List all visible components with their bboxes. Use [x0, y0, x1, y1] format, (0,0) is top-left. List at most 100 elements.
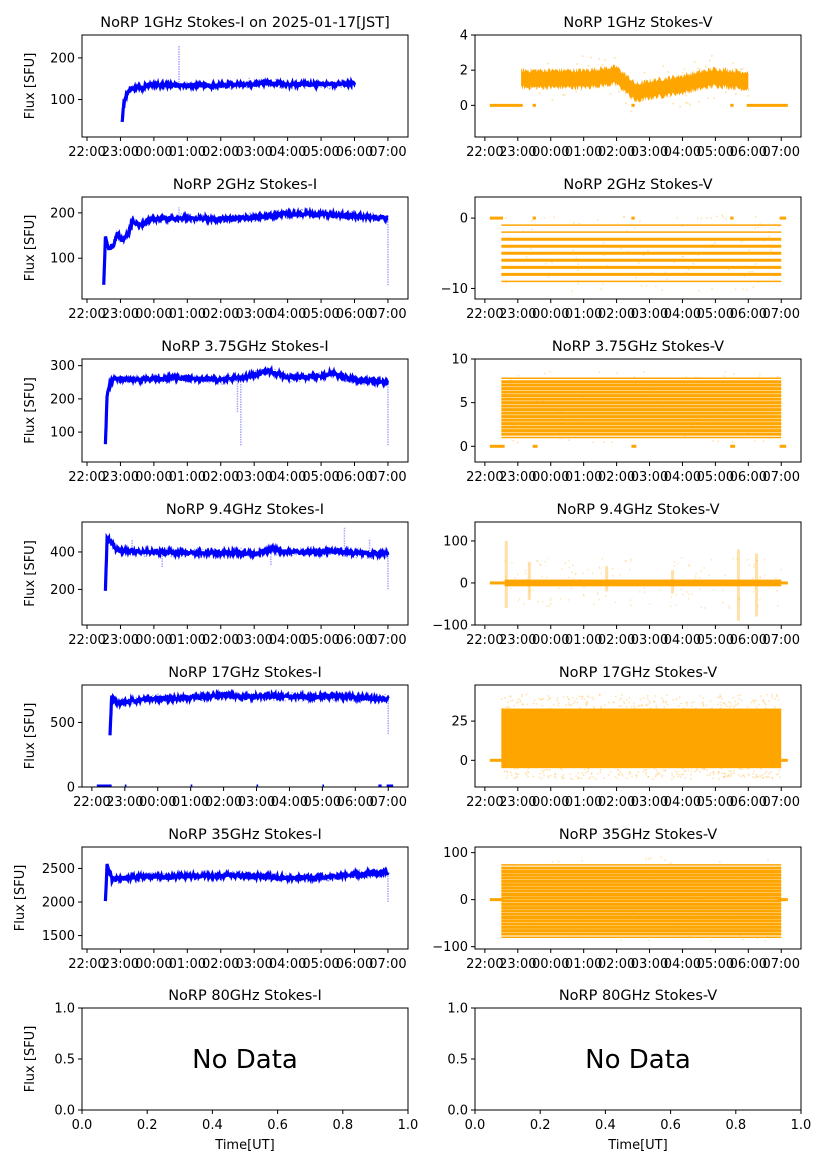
data-point [639, 698, 642, 701]
data-point [311, 699, 314, 702]
data-point [727, 398, 730, 401]
data-point [703, 768, 706, 770]
data-point [500, 698, 503, 701]
data-point [675, 698, 678, 701]
data-point [543, 774, 546, 777]
data-point [685, 271, 688, 274]
data-point [317, 549, 319, 551]
data-point [725, 217, 728, 220]
data-point [754, 263, 757, 265]
data-point [294, 209, 297, 211]
data-point [335, 84, 337, 87]
data-point [590, 773, 593, 776]
data-point [141, 377, 144, 380]
data-point [643, 586, 646, 589]
data-point [557, 860, 560, 863]
data-point [528, 589, 531, 592]
data-point [379, 382, 381, 384]
data-point [694, 575, 697, 578]
data-point [161, 874, 163, 876]
data-point [231, 86, 233, 88]
data-point [752, 566, 755, 569]
data-point [577, 771, 580, 774]
data-point [159, 377, 162, 379]
data-point [597, 773, 599, 775]
data-point [212, 83, 215, 86]
data-point [764, 772, 766, 775]
data-point [771, 696, 773, 699]
data-point [190, 548, 192, 551]
data-point [154, 377, 156, 380]
data-point [756, 559, 758, 562]
data-point [668, 585, 671, 588]
data-point [135, 703, 138, 705]
data-point [186, 877, 188, 879]
data-point [726, 903, 729, 906]
data-point [143, 555, 146, 558]
data-point [328, 879, 330, 882]
data-point [690, 701, 693, 704]
axes-frame [81, 684, 409, 788]
axes-frame [81, 521, 409, 626]
data-point [764, 707, 767, 710]
data-point [659, 874, 662, 877]
data-point [757, 281, 760, 283]
x-tick-label: 04:00 [664, 795, 701, 810]
data-point [114, 704, 117, 707]
chart-panel-6: NoRP 9.4GHz Stokes-I20040022:0023:0000:0… [23, 502, 409, 648]
data-point [674, 770, 677, 772]
data-point [331, 369, 334, 372]
chart-title: NoRP 9.4GHz Stokes-I [166, 502, 324, 518]
data-point [515, 267, 518, 270]
data-point [527, 771, 530, 774]
data-point [604, 76, 607, 79]
x-tick-label: 23:00 [499, 145, 536, 160]
x-tick-label: 23:00 [102, 633, 139, 648]
data-point [588, 425, 591, 428]
chart-title: NoRP 3.75GHz Stokes-I [161, 339, 328, 355]
x-tick-label: 22:00 [68, 957, 105, 972]
data-point [320, 86, 322, 89]
data-point [583, 579, 586, 582]
data-point [710, 246, 712, 249]
data-point [535, 87, 538, 90]
data-point [555, 699, 558, 702]
data-point [568, 873, 571, 876]
data-point [285, 217, 288, 219]
data-point [562, 777, 565, 780]
data-point [684, 244, 687, 247]
data-point [512, 864, 515, 867]
data-point [625, 698, 628, 701]
data-point [747, 774, 750, 777]
data-point [639, 220, 641, 222]
data-point [611, 71, 614, 74]
data-point [600, 572, 603, 575]
data-point [723, 776, 726, 779]
data-point [236, 691, 239, 694]
data-point [714, 242, 716, 244]
data-point [377, 214, 380, 217]
data-point [196, 696, 198, 698]
data-point [734, 67, 737, 70]
data-point [703, 567, 705, 569]
data-point [701, 70, 704, 73]
data-point [199, 694, 202, 696]
data-point [765, 775, 768, 778]
y-tick-label: 0 [460, 212, 468, 227]
data-point [164, 694, 167, 696]
data-point [678, 386, 681, 389]
data-point [163, 88, 166, 90]
plot-area [489, 693, 788, 781]
data-point [601, 889, 604, 892]
data-point [748, 564, 751, 567]
data-point [739, 934, 742, 937]
data-point [117, 381, 120, 384]
data-point [269, 214, 272, 216]
data-point [628, 770, 631, 773]
data-point [297, 548, 299, 551]
data-point [582, 398, 585, 401]
data-point [674, 251, 677, 254]
data-point [634, 227, 637, 230]
x-tick-label: 00:00 [135, 470, 172, 485]
chart-panel-4: NoRP 3.75GHz Stokes-I10020030022:0023:00… [23, 339, 409, 485]
